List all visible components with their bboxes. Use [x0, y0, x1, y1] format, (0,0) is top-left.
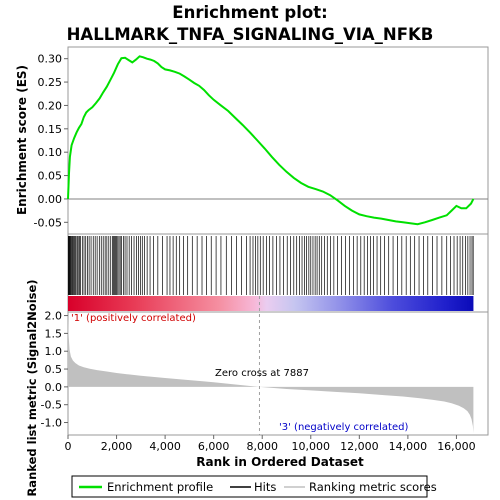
es-y-tick-label: 0.05 [38, 170, 63, 183]
es-y-ticks: -0.05 0.00 0.05 0.10 0.15 0.20 0.25 0.30 [34, 53, 68, 229]
es-y-tick-label: 0.25 [38, 76, 63, 89]
es-y-tick-label: 0.20 [38, 99, 63, 112]
negative-correlation-label: '3' (negatively correlated) [279, 422, 408, 433]
metric-y-axis-label: Ranked list metric (Signal2Noise) [25, 279, 39, 496]
metric-y-tick-label: 1.5 [45, 327, 63, 340]
x-axis-label: Rank in Ordered Dataset [196, 455, 364, 469]
legend-label-enrichment-profile: Enrichment profile [107, 480, 213, 494]
chart-title-line-1: Enrichment plot: [172, 3, 327, 22]
hit-markers [68, 236, 474, 295]
metric-y-tick-label: 0.5 [45, 363, 63, 376]
metric-panel: -1.0 -0.5 0.0 0.5 1.0 1.5 2.0 '1' (positively … [25, 279, 489, 497]
positive-correlation-label: '1' (positively correlated) [71, 313, 196, 324]
es-plot-area [67, 46, 489, 235]
es-panel: -0.05 0.00 0.05 0.10 0.15 0.20 0.25 0.30 Enrich… [15, 46, 489, 235]
es-y-tick-label: 0.15 [38, 123, 63, 136]
metric-y-tick-label: -1.0 [41, 417, 62, 430]
es-y-tick-label: 0.30 [38, 53, 63, 66]
metric-y-tick-label: 1.0 [45, 345, 63, 358]
chart-title-line-2: HALLMARK_TNFA_SIGNALING_VIA_NFKB [67, 25, 434, 44]
legend: Enrichment profile Hits Ranking metric s… [71, 475, 437, 498]
x-tick-label: 14,000 [389, 440, 428, 453]
es-y-axis-label: Enrichment score (ES) [15, 65, 29, 215]
x-tick-label: 0 [65, 440, 72, 453]
metric-y-tick-label: 0.0 [45, 381, 63, 394]
x-axis-ticks: 0 2,000 4,000 6,000 8,000 10,000 12,000 14,000 1… [65, 435, 476, 453]
x-tick-label: 4,000 [149, 440, 181, 453]
x-tick-label: 12,000 [340, 440, 379, 453]
es-y-tick-label: 0.00 [38, 193, 63, 206]
ranking-color-bar [68, 296, 474, 311]
metric-y-tick-label: 2.0 [45, 310, 63, 323]
x-tick-label: 6,000 [198, 440, 230, 453]
es-y-tick-label: -0.05 [34, 216, 62, 229]
zero-cross-label: Zero cross at 7887 [215, 368, 309, 379]
legend-label-ranking-metric: Ranking metric scores [309, 480, 437, 494]
hits-panel [67, 233, 489, 313]
metric-y-ticks: -1.0 -0.5 0.0 0.5 1.0 1.5 2.0 [41, 310, 68, 430]
enrichment-profile-line [67, 55, 475, 226]
legend-label-hits: Hits [254, 480, 276, 494]
x-tick-label: 16,000 [437, 440, 476, 453]
x-tick-label: 8,000 [246, 440, 278, 453]
x-tick-label: 10,000 [292, 440, 331, 453]
metric-y-tick-label: -0.5 [41, 399, 62, 412]
x-tick-label: 2,000 [101, 440, 133, 453]
es-y-tick-label: 0.10 [38, 146, 63, 159]
